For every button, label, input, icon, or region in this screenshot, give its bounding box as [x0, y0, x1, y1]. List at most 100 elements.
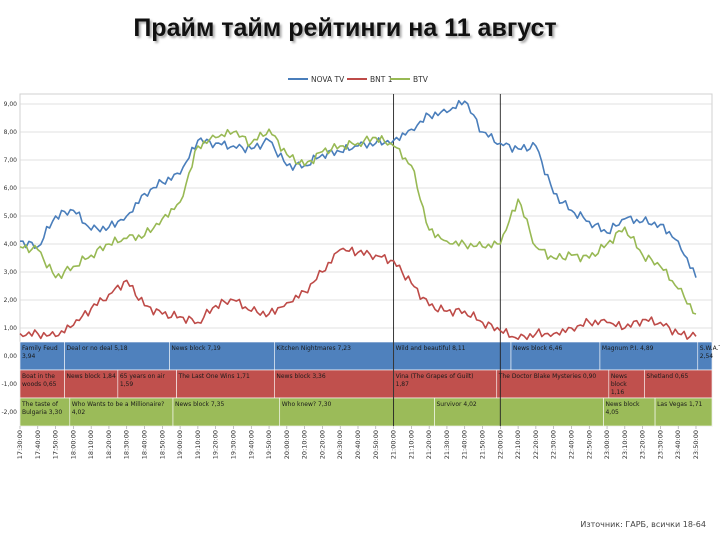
x-tick-label: 18:30:00: [123, 430, 131, 459]
x-tick-label: 17:30:00: [16, 430, 24, 459]
program-label: Boat in the woods 0,65: [22, 373, 57, 388]
program-block: [169, 341, 275, 371]
y-tick-label: 6,00: [4, 185, 18, 192]
x-tick-label: 23:30:00: [656, 430, 664, 459]
x-tick-label: 20:10:00: [301, 430, 309, 459]
program-label: News block 1,16: [611, 373, 627, 396]
x-tick-label: 18:10:00: [87, 430, 95, 459]
program-label: News block 6,46: [513, 345, 562, 352]
x-tick-label: 21:40:00: [461, 430, 469, 459]
y-tick-label: 7,00: [4, 157, 18, 164]
program-block: [117, 369, 177, 399]
program-block: [496, 369, 610, 399]
y-tick-label: -2,00: [1, 409, 17, 416]
program-block: [608, 369, 645, 399]
series-line-nova-tv: [20, 99, 697, 278]
legend-label: BTV: [413, 75, 429, 84]
program-block: [176, 369, 275, 399]
y-tick-label: 4,00: [4, 241, 18, 248]
x-tick-label: 20:30:00: [336, 430, 344, 459]
program-label: News block 4,05: [605, 401, 640, 416]
program-label: 65 years on air 1,59: [120, 373, 166, 388]
x-tick-label: 19:30:00: [229, 430, 237, 459]
x-tick-label: 19:50:00: [265, 430, 273, 459]
program-label: Who knew? 7,30: [282, 401, 332, 408]
x-tick-label: 22:20:00: [532, 430, 540, 459]
program-label: News block 7,35: [175, 401, 224, 408]
x-tick-label: 19:40:00: [247, 430, 255, 459]
program-label: Las Vegas 1,71: [657, 401, 702, 408]
x-tick-label: 20:00:00: [283, 430, 291, 459]
x-tick-label: 20:40:00: [354, 430, 362, 459]
x-tick-label: 19:10:00: [194, 430, 202, 459]
x-tick-label: 21:10:00: [407, 430, 415, 459]
x-tick-label: 22:10:00: [514, 430, 522, 459]
y-tick-label: 9,00: [4, 101, 18, 108]
y-tick-label: 0,00: [4, 353, 18, 360]
y-tick-label: 1,00: [4, 325, 18, 332]
program-block: [654, 397, 713, 427]
x-tick-label: 21:20:00: [425, 430, 433, 459]
y-tick-label: 8,00: [4, 129, 18, 136]
x-tick-label: 23:10:00: [621, 430, 629, 459]
program-block: [19, 369, 65, 399]
program-block: [279, 397, 435, 427]
program-block: [434, 397, 604, 427]
x-tick-label: 22:00:00: [496, 430, 504, 459]
program-block: [603, 397, 656, 427]
y-tick-label: -1,00: [1, 381, 17, 388]
x-tick-label: 18:50:00: [158, 430, 166, 459]
program-label: News block 7,19: [171, 345, 220, 352]
program-label: Wild and beautiful 8,11: [396, 345, 466, 352]
program-block: [19, 397, 71, 427]
program-label: Magnum P.I. 4,89: [602, 345, 654, 352]
program-label: News block 3,36: [276, 373, 325, 380]
source-note: Източник: ГАРБ, всички 18-64: [580, 520, 706, 529]
program-label: Who Wants to be a Millionaire? 4,02: [72, 401, 165, 416]
x-tick-label: 23:20:00: [639, 430, 647, 459]
program-block: [644, 369, 713, 399]
x-tick-label: 22:40:00: [567, 430, 575, 459]
program-label: The Doctor Blake Mysteries 0,90: [498, 373, 597, 380]
x-tick-label: 18:20:00: [105, 430, 113, 459]
series-line-btv: [19, 128, 697, 315]
legend-label: BNT 1: [370, 75, 393, 84]
x-tick-label: 22:50:00: [585, 430, 593, 459]
program-label: News block 1,84: [66, 373, 115, 380]
program-label: Kitchen Nightmares 7,23: [276, 345, 351, 352]
program-label: Survivor 4,02: [436, 401, 476, 408]
program-block: [64, 341, 170, 371]
program-label: The Last One Wins 1,71: [178, 373, 250, 380]
x-tick-label: 19:20:00: [212, 430, 220, 459]
program-block: [274, 369, 394, 399]
y-tick-label: 2,00: [4, 297, 18, 304]
x-tick-label: 20:20:00: [318, 430, 326, 459]
x-tick-label: 17:40:00: [34, 430, 42, 459]
chart-title: Прайм тайм рейтинги на 11 август: [133, 14, 557, 42]
legend-label: NOVA TV: [311, 75, 345, 84]
x-tick-label: 22:30:00: [550, 430, 558, 459]
x-tick-label: 23:00:00: [603, 430, 611, 459]
x-tick-label: 23:50:00: [692, 430, 700, 459]
program-block: [393, 369, 498, 399]
program-block: [69, 397, 174, 427]
x-tick-label: 17:50:00: [52, 430, 60, 459]
x-tick-label: 21:30:00: [443, 430, 451, 459]
x-tick-label: 18:00:00: [69, 430, 77, 459]
x-tick-label: 21:50:00: [479, 430, 487, 459]
program-label: Vina (The Grapes of Guilt) 1,87: [396, 373, 474, 388]
y-tick-label: 5,00: [4, 213, 18, 220]
x-tick-label: 18:40:00: [141, 430, 149, 459]
x-tick-label: 21:00:00: [390, 430, 398, 459]
x-tick-label: 19:00:00: [176, 430, 184, 459]
program-label: Deal or no deal 5,18: [66, 345, 127, 352]
x-tick-label: 23:40:00: [674, 430, 682, 459]
x-tick-label: 20:50:00: [372, 430, 380, 459]
program-label: The taste of Bulgaria 3,30: [21, 401, 62, 416]
y-tick-label: 3,00: [4, 269, 18, 276]
program-label: Family Feud 3,94: [22, 345, 58, 360]
series-line-bnt-1: [19, 246, 697, 341]
program-label: Shetland 0,65: [646, 373, 688, 380]
program-label: S.W.A.T.2,54: [700, 345, 720, 360]
